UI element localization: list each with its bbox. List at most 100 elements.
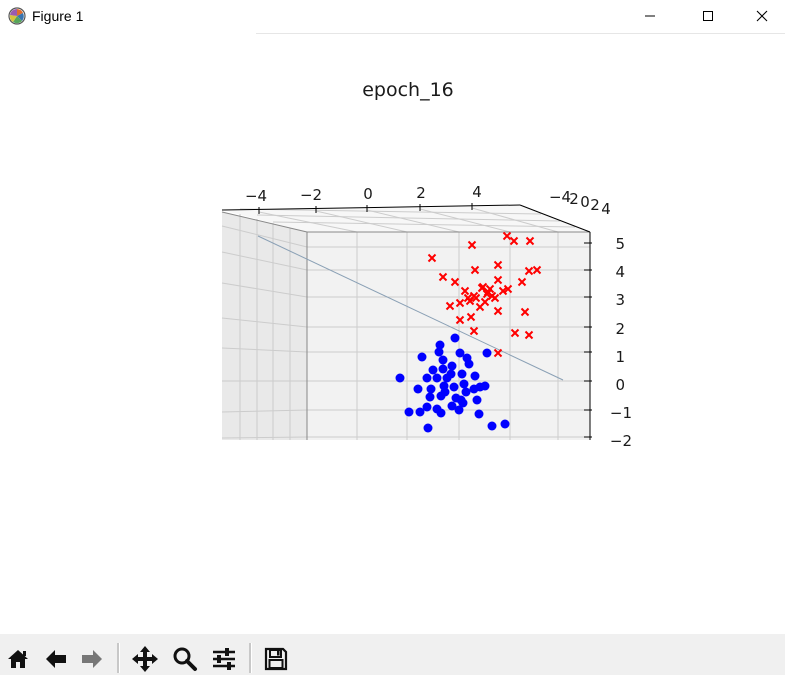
x-marker [445,301,455,311]
circle-marker [482,348,492,358]
zoom-icon [173,647,197,671]
circle-marker [500,419,510,429]
y-tick-label: 2 [569,190,579,208]
x-marker [467,240,477,250]
x-marker [438,272,448,282]
titlebar-divider [256,33,785,34]
x-marker [482,289,492,299]
back-button[interactable] [41,644,71,674]
y-axis-line [519,204,591,233]
x-marker [493,260,503,270]
x-marker [503,284,513,294]
x-tick-label: −2 [300,186,322,204]
circle-marker [480,381,490,391]
circle-marker [472,395,482,405]
navigation-toolbar [0,634,785,675]
circle-marker [413,384,423,394]
figure-canvas[interactable]: epoch_16 −4 −2 0 2 4 −4 2 0 2 4 5 4 3 2 … [0,34,785,634]
configure-subplots-button[interactable] [209,644,239,674]
y-tick-label: −4 [549,188,571,206]
circle-marker [422,373,432,383]
z-tick-label: 5 [615,235,625,253]
y-tick-labels: −4 2 0 2 4 [549,188,611,218]
y-tick-label: 2 [590,196,600,214]
circle-marker [487,421,497,431]
circle-marker [451,393,461,403]
window-title: Figure 1 [32,8,84,24]
circle-marker [432,373,442,383]
window-titlebar: Figure 1 [0,0,785,34]
circle-marker [434,347,444,357]
scatter-3d-plot[interactable]: epoch_16 −4 −2 0 2 4 −4 2 0 2 4 5 4 3 2 … [0,34,785,634]
grid [221,207,590,440]
save-button[interactable] [261,644,291,674]
circle-marker [436,408,446,418]
x-marker [478,282,488,292]
z-tick-label: 1 [615,348,625,366]
x-marker [498,286,508,296]
x-marker [455,298,465,308]
pan-button[interactable] [130,644,160,674]
z-tick-labels: 5 4 3 2 1 0 −1 −2 [610,235,632,450]
x-tick-label: −4 [245,187,267,205]
circle-marker [425,392,435,402]
zoom-button[interactable] [170,644,200,674]
x-marker [509,236,519,246]
x-marker [469,326,479,336]
x-marker [475,302,485,312]
data-markers [395,231,542,433]
home-button[interactable] [3,644,33,674]
circle-marker [447,401,457,411]
maximize-button[interactable] [685,0,731,32]
x-marker [455,315,465,325]
pan-icon [132,646,158,672]
decision-plane [257,235,564,381]
z-tick-label: 3 [615,291,625,309]
circle-marker [455,348,465,358]
x-marker [510,328,520,338]
x-marker [493,306,503,316]
z-axis-ticks [584,242,592,438]
circle-marker [458,398,468,408]
x-axis-line [221,204,521,211]
x-marker [471,293,481,303]
circle-marker [428,365,438,375]
circle-marker [438,355,448,365]
z-tick-label: 2 [615,320,625,338]
circle-marker [449,382,459,392]
x-marker [524,330,534,340]
close-button[interactable] [739,0,785,32]
x-marker [450,277,460,287]
x-marker [532,265,542,275]
close-icon [756,10,768,22]
home-icon [8,650,28,668]
x-marker [470,265,480,275]
circle-marker [474,409,484,419]
x-marker [427,253,437,263]
z-tick-label: 0 [615,376,625,394]
minimize-icon [645,15,655,17]
configure-subplots-icon [213,648,235,670]
circle-marker [404,407,414,417]
circle-marker [457,369,467,379]
x-tick-label: 2 [416,184,426,202]
circle-marker [461,387,471,397]
minimize-button[interactable] [627,0,673,32]
pane-edges [221,211,590,440]
matplotlib-icon [8,7,26,25]
forward-arrow-icon [82,650,102,668]
forward-button[interactable] [77,644,107,674]
x-marker [463,293,473,303]
x-marker [493,275,503,285]
x-marker [466,312,476,322]
y-tick-label: 4 [601,200,611,218]
x-marker [490,293,500,303]
circle-marker [417,352,427,362]
x-tick-label: 4 [472,183,482,201]
x-marker [525,236,535,246]
x-marker [502,231,512,241]
circle-marker [464,359,474,369]
circle-marker [450,333,460,343]
z-tick-label: −2 [610,432,632,450]
circle-marker [435,340,445,350]
